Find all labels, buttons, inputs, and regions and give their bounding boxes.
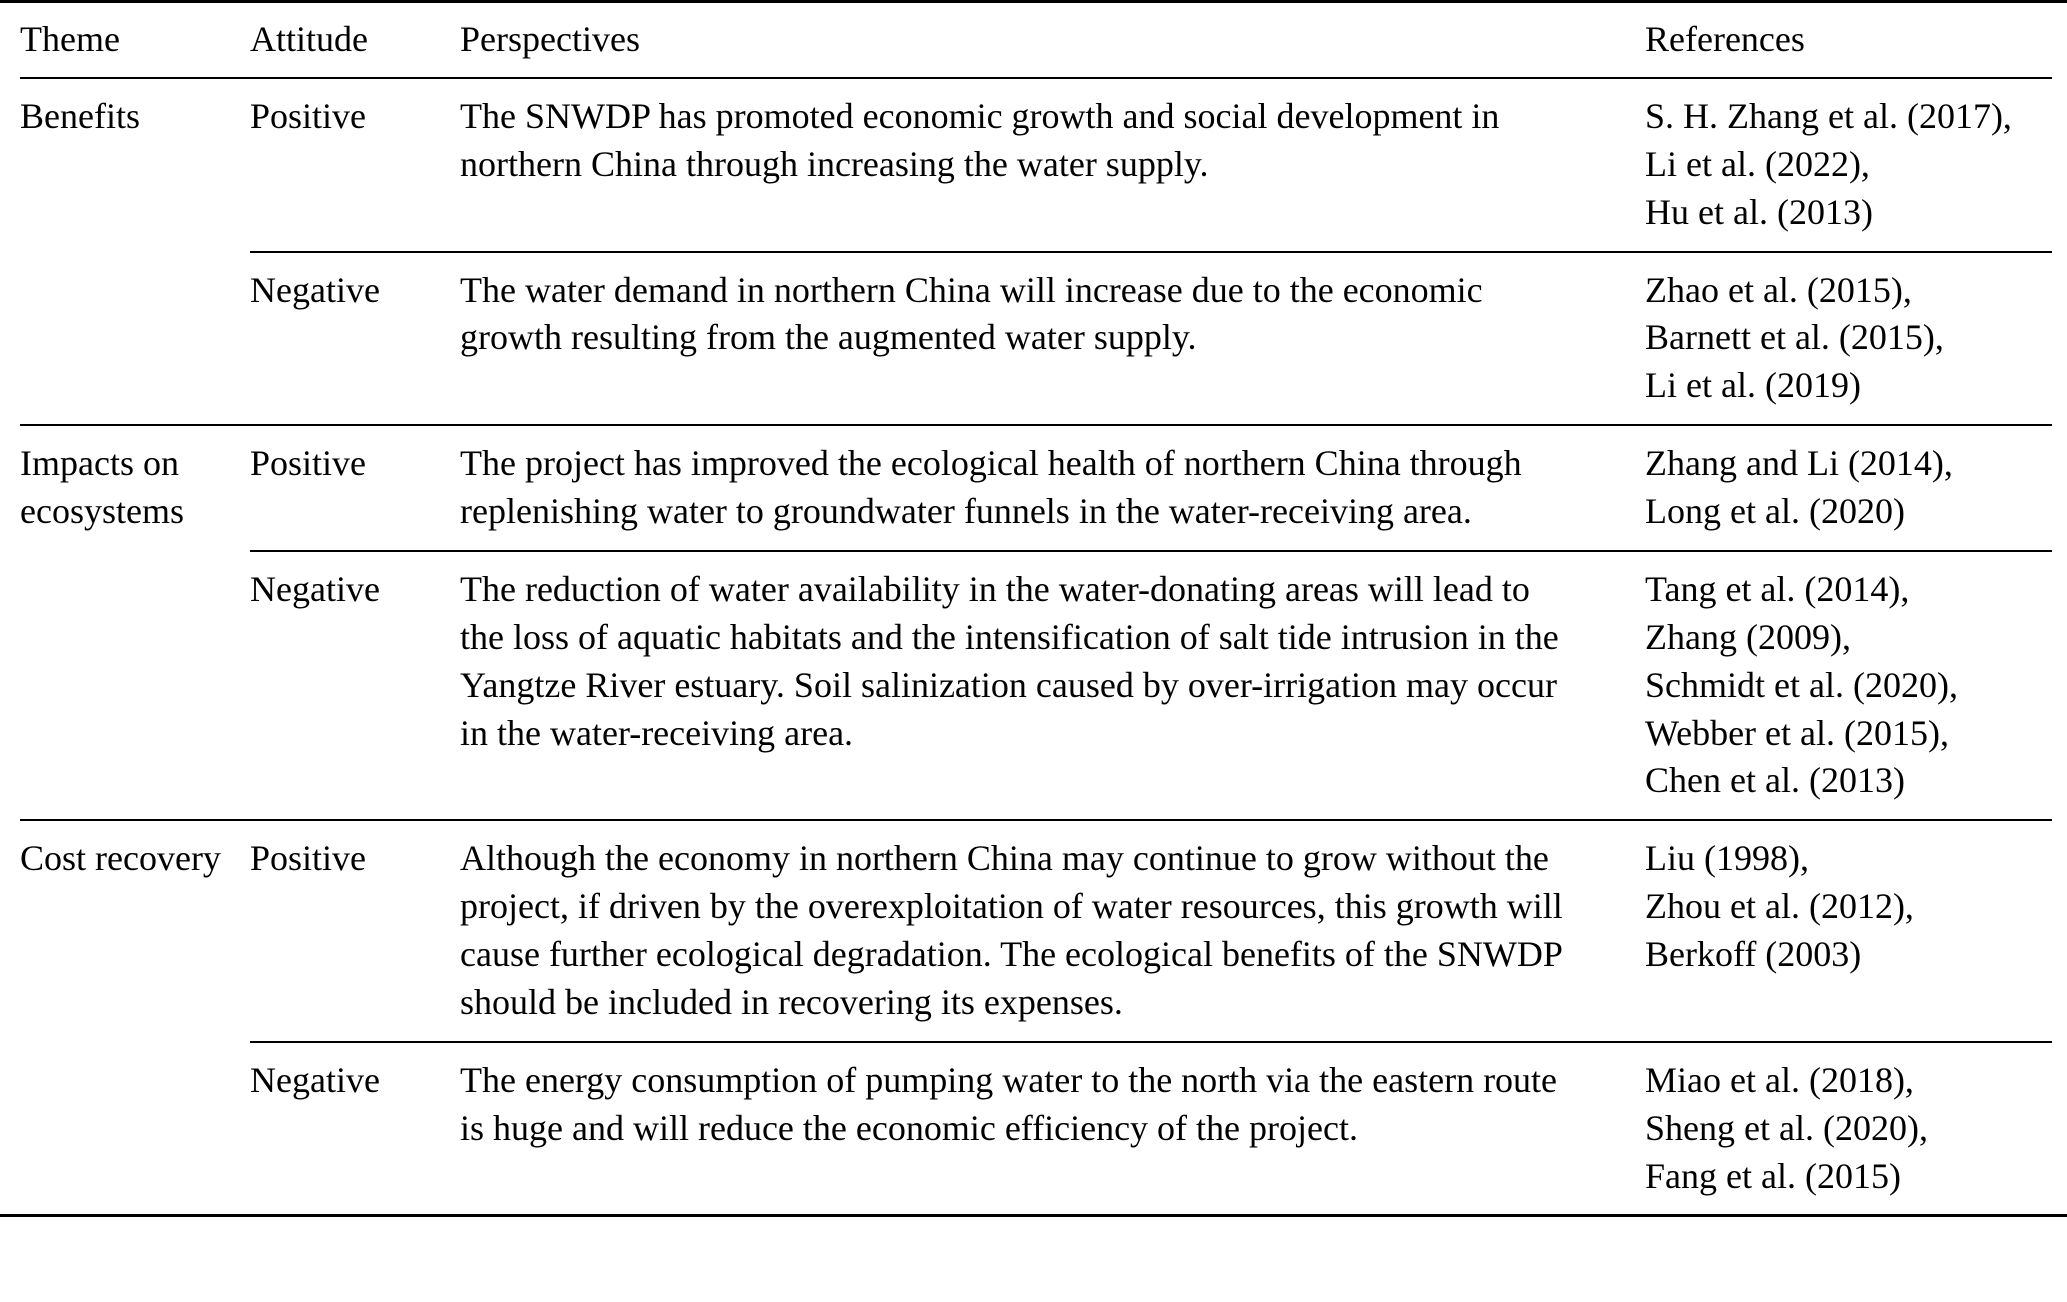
attitude-label: Positive <box>250 443 367 484</box>
theme-label: Benefits <box>20 95 140 136</box>
references-list: S. H. Zhang et al. (2017), Li et al. (20… <box>1645 95 2012 232</box>
attitude-label: Negative <box>250 269 380 310</box>
table-row: Positive Although the economy in norther… <box>250 821 2052 1041</box>
column-header-references: References <box>1645 19 1805 59</box>
perspective-text: The reduction of water availability in t… <box>460 568 1559 753</box>
theme-group-rows: Positive The SNWDP has promoted economic… <box>250 79 2052 424</box>
table-row: Negative The water demand in northern Ch… <box>250 250 2052 425</box>
table-row: Negative The energy consumption of pumpi… <box>250 1040 2052 1215</box>
references-list: Tang et al. (2014), Zhang (2009), Schmid… <box>1645 568 1958 801</box>
table-header-row: Theme Attitude Perspectives References <box>20 3 2052 79</box>
perspective-text: The SNWDP has promoted economic growth a… <box>460 95 1500 184</box>
references-list: Liu (1998), Zhou et al. (2012), Berkoff … <box>1645 838 1914 974</box>
theme-group-rows: Positive Although the economy in norther… <box>250 821 2052 1214</box>
theme-group-benefits: Benefits Positive The SNWDP has promoted… <box>20 79 2052 424</box>
theme-label: Impacts on ecosystems <box>20 443 184 531</box>
theme-group-impacts-on-ecosystems: Impacts on ecosystems Positive The proje… <box>20 424 2052 819</box>
theme-group-rows: Positive The project has improved the ec… <box>250 426 2052 819</box>
attitude-label: Negative <box>250 568 380 609</box>
references-list: Zhang and Li (2014), Long et al. (2020) <box>1645 443 1953 531</box>
perspective-text: The project has improved the ecological … <box>460 443 1522 531</box>
attitude-label: Negative <box>250 1059 380 1100</box>
perspective-text: The water demand in northern China will … <box>460 269 1483 358</box>
table-row: Positive The SNWDP has promoted economic… <box>250 79 2052 251</box>
attitude-label: Positive <box>250 838 367 879</box>
table-row: Negative The reduction of water availabi… <box>250 549 2052 819</box>
perspectives-table: Theme Attitude Perspectives References B… <box>0 0 2067 1218</box>
perspective-text: The energy consumption of pumping water … <box>460 1059 1558 1148</box>
column-header-perspectives: Perspectives <box>460 19 640 59</box>
theme-group-cost-recovery: Cost recovery Positive Although the econ… <box>20 819 2052 1214</box>
theme-label: Cost recovery <box>20 838 221 879</box>
column-header-attitude: Attitude <box>250 19 368 59</box>
references-list: Zhao et al. (2015), Barnett et al. (2015… <box>1645 269 1944 406</box>
table-row: Positive The project has improved the ec… <box>250 426 2052 550</box>
perspective-text: Although the economy in northern China m… <box>460 838 1563 1022</box>
column-header-theme: Theme <box>20 19 120 59</box>
references-list: Miao et al. (2018), Sheng et al. (2020),… <box>1645 1059 1928 1196</box>
attitude-label: Positive <box>250 95 367 136</box>
